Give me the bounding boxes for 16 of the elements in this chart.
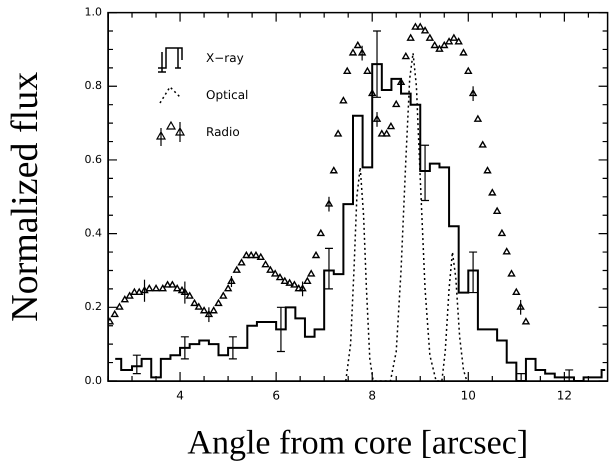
legend-label: Optical	[206, 86, 248, 103]
legend-label: Radio	[206, 124, 240, 140]
y-tick-label: 0.6	[84, 152, 102, 166]
x-tick-label: 8	[368, 388, 376, 402]
x-tick-label: 4	[176, 388, 184, 402]
y-axis-title: Normalized flux	[4, 72, 46, 322]
y-tick-label: 1.0	[84, 5, 102, 18]
x-tick-label: 10	[460, 388, 476, 402]
x-tick-label: 6	[272, 388, 280, 402]
y-tick-label: 0.8	[84, 79, 102, 92]
y-tick-label: 0.0	[84, 374, 102, 387]
legend-label: X−ray	[206, 50, 244, 66]
y-tick-label: 0.4	[84, 226, 102, 240]
y-tick-label: 0.2	[84, 300, 102, 314]
x-tick-label: 12	[556, 388, 572, 402]
x-axis-title: Angle from core [arcsec]	[187, 424, 528, 462]
